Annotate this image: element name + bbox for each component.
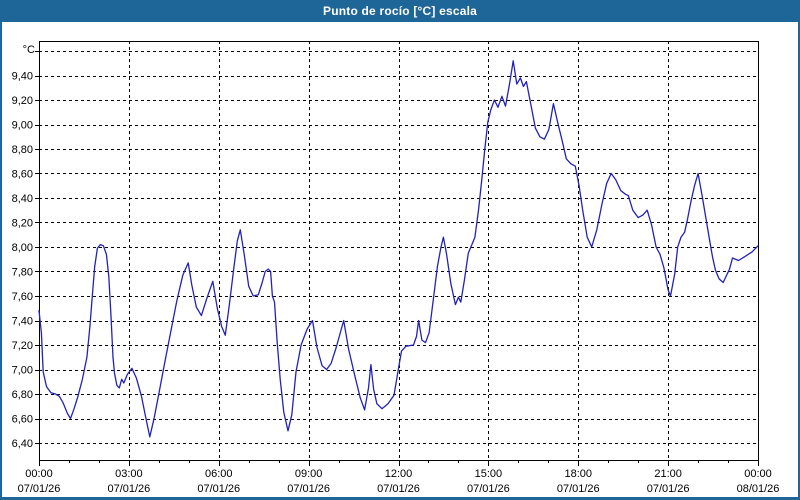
y-tick-label: 8,40	[12, 193, 33, 205]
x-tick-date-label: 07/01/26	[107, 483, 150, 495]
x-tick-time-label: 06:00	[205, 468, 233, 480]
dewpoint-line-chart: °C 9,40 9,20 9,00 8,80 8,60 8,40 8,20 8,00 7,80 7,…	[2, 22, 798, 497]
y-tick-label: 9,40	[12, 71, 33, 83]
x-tick-time-label: 18:00	[564, 468, 592, 480]
x-tick-date-label: 07/01/26	[377, 483, 420, 495]
y-tick-label: 7,00	[12, 365, 33, 377]
y-tick-label: 8,00	[12, 242, 33, 254]
y-tick-label: 8,80	[12, 144, 33, 156]
x-tick-date-label: 08/01/26	[737, 483, 780, 495]
x-tick-date-label: 07/01/26	[647, 483, 690, 495]
x-tick-time-label: 03:00	[115, 468, 143, 480]
x-tick-date-label: 07/01/26	[197, 483, 240, 495]
y-tick-label: 6,40	[12, 438, 33, 450]
chart-area: °C 9,40 9,20 9,00 8,80 8,60 8,40 8,20 8,00 7,80 7,…	[2, 22, 798, 497]
x-tick-time-label: 12:00	[385, 468, 413, 480]
x-tick-time-label: 15:00	[475, 468, 503, 480]
window-title: Punto de rocío [°C] escala	[322, 4, 478, 18]
y-tick-label: 6,80	[12, 389, 33, 401]
x-tick-time-label: 00:00	[25, 468, 53, 480]
y-tick-label: 7,40	[12, 316, 33, 328]
y-tick-label: 7,20	[12, 340, 33, 352]
x-tick-date-label: 07/01/26	[18, 483, 61, 495]
x-tick-date-label: 07/01/26	[557, 483, 600, 495]
x-tick-date-label: 07/01/26	[467, 483, 510, 495]
x-tick-date-label: 07/01/26	[287, 483, 330, 495]
series-line	[38, 60, 759, 438]
y-tick-label: 9,20	[12, 95, 33, 107]
y-axis-unit-label: °C	[23, 44, 35, 56]
y-tick-label: 8,60	[12, 169, 33, 181]
y-tick-label: 6,60	[12, 414, 33, 426]
y-tick-label: 7,60	[12, 291, 33, 303]
x-tick-time-label: 00:00	[744, 468, 772, 480]
title-bar: Punto de rocío [°C] escala	[2, 0, 798, 22]
x-tick-time-label: 21:00	[654, 468, 682, 480]
x-tick-time-label: 09:00	[295, 468, 323, 480]
y-tick-label: 9,00	[12, 120, 33, 132]
y-tick-label: 7,80	[12, 267, 33, 279]
y-tick-label: 8,20	[12, 218, 33, 230]
